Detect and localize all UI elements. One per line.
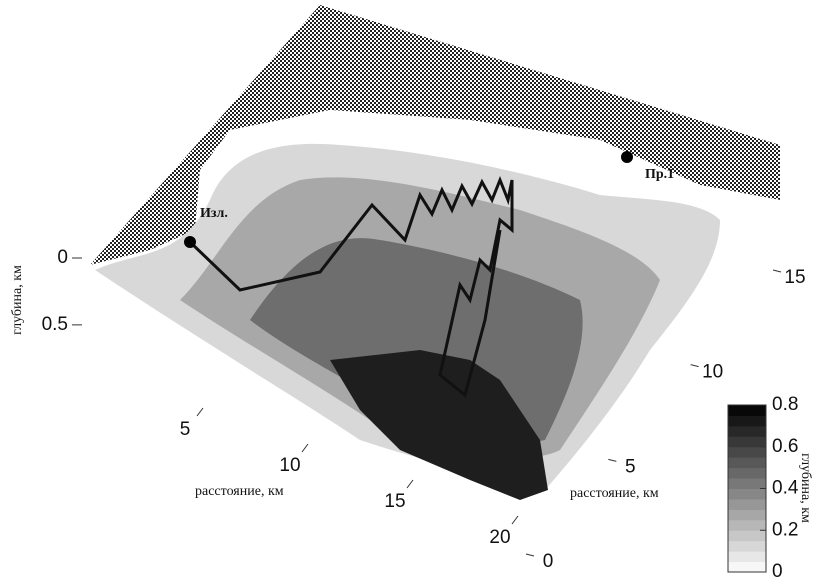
colorbar-band — [728, 530, 766, 542]
y-tick — [525, 553, 535, 557]
colorbar-band — [728, 425, 766, 437]
colorbar-band — [728, 478, 766, 489]
y-tick-label: 0 — [543, 551, 554, 572]
y-tick-label: 5 — [625, 456, 636, 477]
x-tick-label: 5 — [180, 419, 191, 440]
colorbar-band — [728, 457, 766, 469]
colorbar-tick-label: 0.8 — [772, 394, 798, 415]
colorbar-band — [728, 436, 766, 448]
surface — [90, 5, 780, 510]
colorbar-tick-label: 0.4 — [772, 478, 799, 499]
x-tick — [301, 443, 309, 453]
y-tick — [772, 269, 782, 273]
annotation: Пр.1 — [645, 167, 674, 182]
z-axis-label: глубина, км — [10, 265, 25, 335]
x-tick — [196, 407, 204, 417]
x-tick — [406, 479, 414, 489]
z-tick-label: 0 — [57, 247, 68, 268]
y-tick — [608, 458, 617, 462]
annotation: Изл. — [200, 206, 228, 221]
colorbar-label: глубина, км — [798, 453, 813, 523]
x-tick-label: 15 — [384, 491, 405, 512]
colorbar-band — [728, 540, 766, 552]
colorbar-tick-label: 0.6 — [772, 436, 798, 457]
colorbar-tick-label: 0.2 — [772, 519, 798, 540]
colorbar-band — [728, 415, 766, 427]
y-tick-label: 15 — [784, 267, 805, 288]
colorbar-band — [728, 467, 766, 479]
x-tick-label: 20 — [489, 527, 510, 548]
colorbar-tick-label: 0 — [772, 561, 783, 582]
z-tick-label: 0.5 — [42, 314, 68, 335]
x-axis-label: расстояние, км — [195, 484, 284, 499]
colorbar-band — [728, 488, 766, 500]
colorbar-band — [728, 551, 766, 563]
x-tick-label: 10 — [279, 455, 300, 476]
y-tick — [690, 364, 699, 368]
colorbar-band — [728, 405, 766, 416]
x-tick — [511, 515, 519, 525]
colorbar-band — [728, 446, 766, 458]
colorbar-band — [728, 498, 766, 510]
y-tick-label: 10 — [702, 362, 723, 383]
colorbar-band — [728, 509, 766, 521]
colorbar-band — [728, 519, 766, 531]
y-axis-label: расстояние, км — [570, 486, 659, 501]
colorbar-band — [728, 561, 766, 573]
